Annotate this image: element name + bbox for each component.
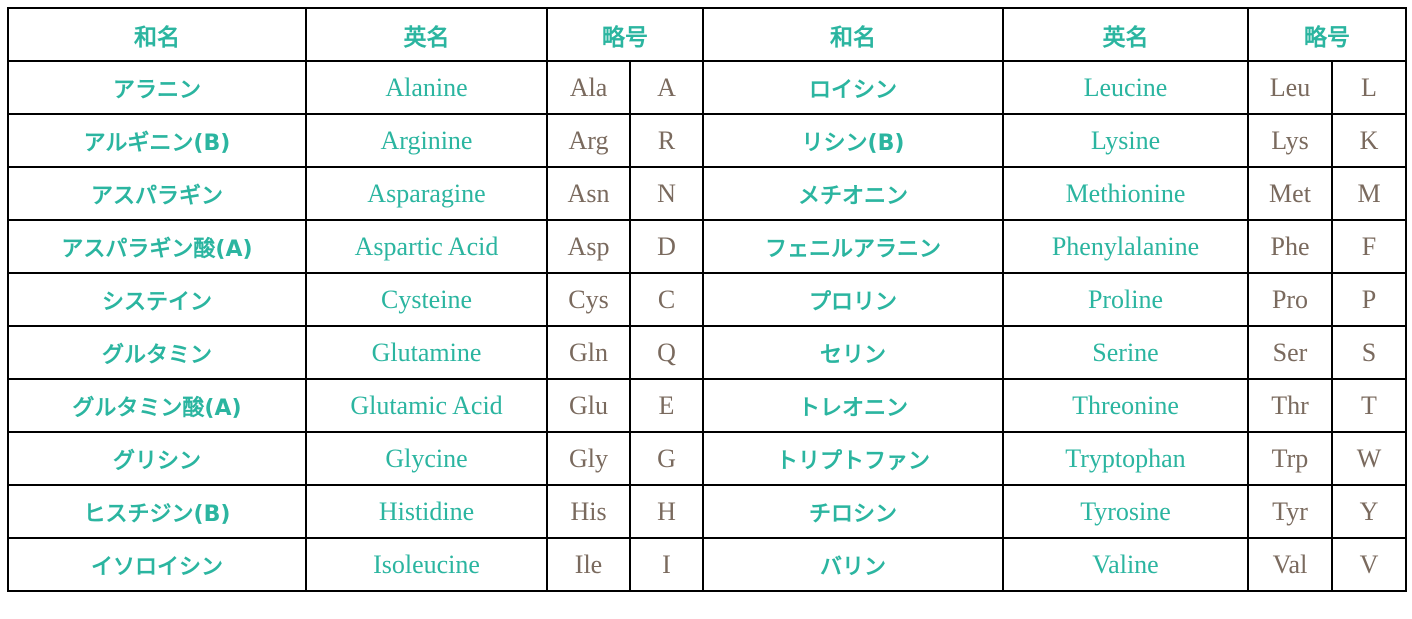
three-letter-code-cell: Trp [1247, 431, 1333, 486]
three-letter-code-cell: Arg [546, 113, 631, 168]
english-name-cell: Glycine [305, 431, 548, 486]
one-letter-code-cell: K [1331, 113, 1407, 168]
english-name-cell: Cysteine [305, 272, 548, 327]
one-letter-code-cell: Q [629, 325, 704, 380]
header-japanese-name: 和名 [7, 7, 307, 62]
english-name-cell: Glutamic Acid [305, 378, 548, 433]
japanese-name-cell: イソロイシン [7, 537, 307, 592]
japanese-name-cell: トリプトファン [702, 431, 1004, 486]
one-letter-code-cell: T [1331, 378, 1407, 433]
one-letter-code-cell: I [629, 537, 704, 592]
header-abbreviation: 略号 [1247, 7, 1407, 62]
header-row: 和名 英名 略号 和名 英名 略号 [7, 7, 1407, 62]
one-letter-code-cell: M [1331, 166, 1407, 221]
three-letter-code-cell: His [546, 484, 631, 539]
english-name-cell: Phenylalanine [1002, 219, 1249, 274]
japanese-name-cell: ロイシン [702, 60, 1004, 115]
one-letter-code-cell: S [1331, 325, 1407, 380]
table-row: ヒスチジン(B) Histidine His H チロシン Tyrosine Tyr Y [7, 484, 1407, 539]
three-letter-code-cell: Thr [1247, 378, 1333, 433]
japanese-name-cell: フェニルアラニン [702, 219, 1004, 274]
english-name-cell: Threonine [1002, 378, 1249, 433]
header-english-name: 英名 [305, 7, 548, 62]
japanese-name-cell: バリン [702, 537, 1004, 592]
one-letter-code-cell: N [629, 166, 704, 221]
table-row: グリシン Glycine Gly G トリプトファン Tryptophan Trp W [7, 431, 1407, 486]
japanese-name-cell: ヒスチジン(B) [7, 484, 307, 539]
amino-acid-table: 和名 英名 略号 和名 英名 略号 アラニン Alanine Ala A ロイシン Leu… [7, 7, 1407, 592]
table-row: グルタミン酸(A) Glutamic Acid Glu E トレオニン Threonine… [7, 378, 1407, 433]
three-letter-code-cell: Gln [546, 325, 631, 380]
header-english-name: 英名 [1002, 7, 1249, 62]
three-letter-code-cell: Tyr [1247, 484, 1333, 539]
three-letter-code-cell: Lys [1247, 113, 1333, 168]
english-name-cell: Proline [1002, 272, 1249, 327]
three-letter-code-cell: Asn [546, 166, 631, 221]
english-name-cell: Isoleucine [305, 537, 548, 592]
japanese-name-cell: システイン [7, 272, 307, 327]
japanese-name-cell: アスパラギン [7, 166, 307, 221]
three-letter-code-cell: Val [1247, 537, 1333, 592]
table-row: イソロイシン Isoleucine Ile I バリン Valine Val V [7, 537, 1407, 592]
one-letter-code-cell: C [629, 272, 704, 327]
one-letter-code-cell: G [629, 431, 704, 486]
english-name-cell: Lysine [1002, 113, 1249, 168]
three-letter-code-cell: Ile [546, 537, 631, 592]
one-letter-code-cell: E [629, 378, 704, 433]
japanese-name-cell: メチオニン [702, 166, 1004, 221]
japanese-name-cell: アスパラギン酸(A) [7, 219, 307, 274]
english-name-cell: Glutamine [305, 325, 548, 380]
table-row: システイン Cysteine Cys C プロリン Proline Pro P [7, 272, 1407, 327]
one-letter-code-cell: A [629, 60, 704, 115]
table-row: アルギニン(B) Arginine Arg R リシン(B) Lysine Lys K [7, 113, 1407, 168]
english-name-cell: Aspartic Acid [305, 219, 548, 274]
three-letter-code-cell: Ser [1247, 325, 1333, 380]
japanese-name-cell: グリシン [7, 431, 307, 486]
english-name-cell: Arginine [305, 113, 548, 168]
japanese-name-cell: グルタミン [7, 325, 307, 380]
one-letter-code-cell: H [629, 484, 704, 539]
table-row: アスパラギン酸(A) Aspartic Acid Asp D フェニルアラニン Pheny… [7, 219, 1407, 274]
english-name-cell: Leucine [1002, 60, 1249, 115]
three-letter-code-cell: Leu [1247, 60, 1333, 115]
japanese-name-cell: アラニン [7, 60, 307, 115]
table-row: アラニン Alanine Ala A ロイシン Leucine Leu L [7, 60, 1407, 115]
table-row: グルタミン Glutamine Gln Q セリン Serine Ser S [7, 325, 1407, 380]
english-name-cell: Valine [1002, 537, 1249, 592]
one-letter-code-cell: P [1331, 272, 1407, 327]
japanese-name-cell: セリン [702, 325, 1004, 380]
three-letter-code-cell: Gly [546, 431, 631, 486]
english-name-cell: Serine [1002, 325, 1249, 380]
english-name-cell: Tyrosine [1002, 484, 1249, 539]
english-name-cell: Alanine [305, 60, 548, 115]
one-letter-code-cell: Y [1331, 484, 1407, 539]
japanese-name-cell: プロリン [702, 272, 1004, 327]
three-letter-code-cell: Pro [1247, 272, 1333, 327]
japanese-name-cell: リシン(B) [702, 113, 1004, 168]
one-letter-code-cell: R [629, 113, 704, 168]
three-letter-code-cell: Ala [546, 60, 631, 115]
english-name-cell: Tryptophan [1002, 431, 1249, 486]
three-letter-code-cell: Cys [546, 272, 631, 327]
one-letter-code-cell: W [1331, 431, 1407, 486]
three-letter-code-cell: Asp [546, 219, 631, 274]
one-letter-code-cell: D [629, 219, 704, 274]
header-abbreviation: 略号 [546, 7, 704, 62]
japanese-name-cell: トレオニン [702, 378, 1004, 433]
one-letter-code-cell: F [1331, 219, 1407, 274]
english-name-cell: Methionine [1002, 166, 1249, 221]
one-letter-code-cell: L [1331, 60, 1407, 115]
table-row: アスパラギン Asparagine Asn N メチオニン Methionine Met M [7, 166, 1407, 221]
english-name-cell: Asparagine [305, 166, 548, 221]
english-name-cell: Histidine [305, 484, 548, 539]
three-letter-code-cell: Glu [546, 378, 631, 433]
japanese-name-cell: アルギニン(B) [7, 113, 307, 168]
header-japanese-name: 和名 [702, 7, 1004, 62]
three-letter-code-cell: Phe [1247, 219, 1333, 274]
japanese-name-cell: グルタミン酸(A) [7, 378, 307, 433]
three-letter-code-cell: Met [1247, 166, 1333, 221]
one-letter-code-cell: V [1331, 537, 1407, 592]
japanese-name-cell: チロシン [702, 484, 1004, 539]
